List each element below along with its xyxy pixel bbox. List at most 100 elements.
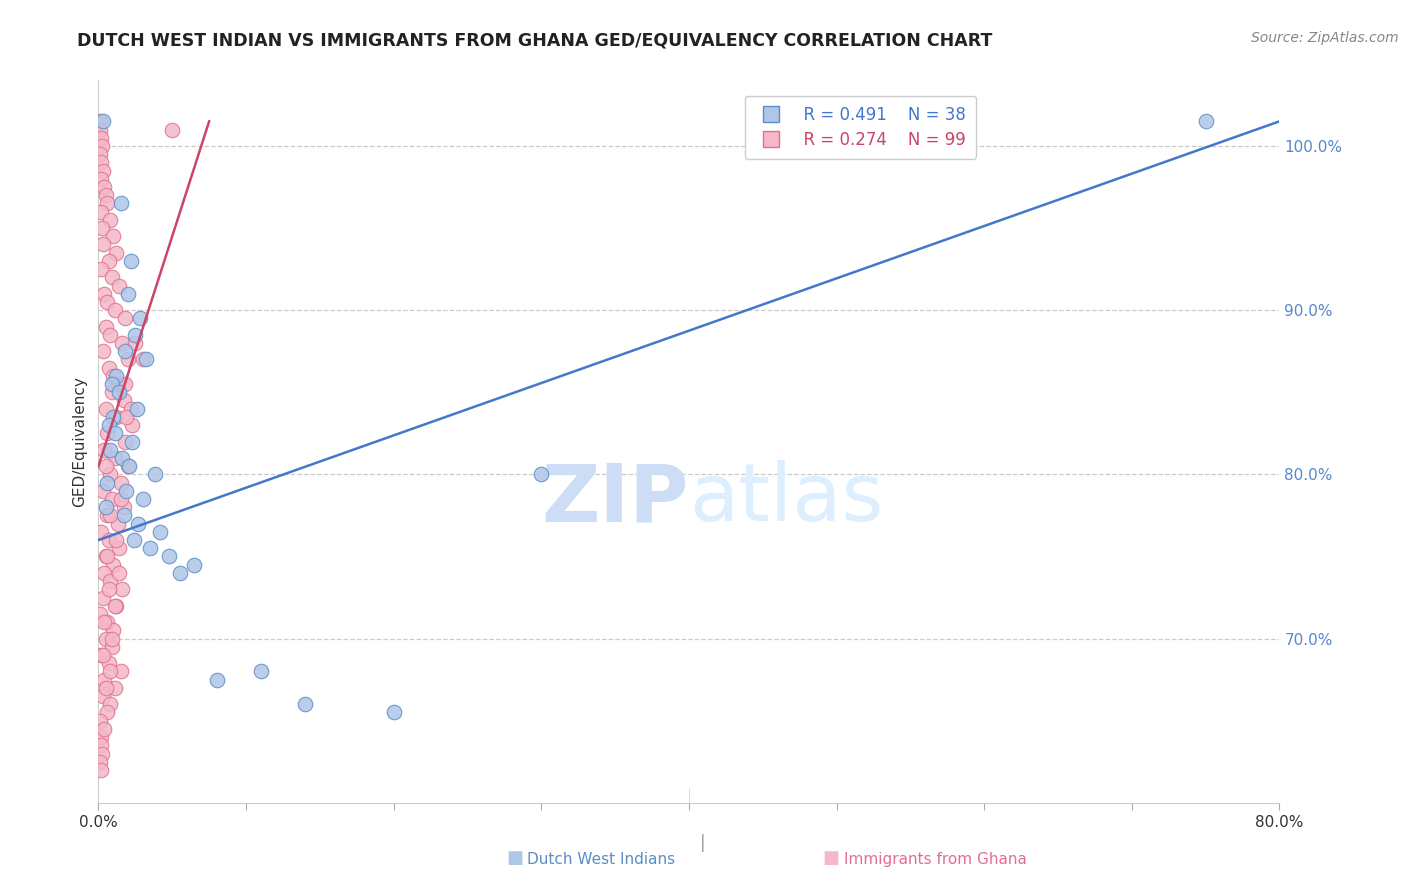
Point <box>108 385 131 400</box>
Point <box>98 467 121 482</box>
Point <box>94 549 117 564</box>
Point <box>96 196 118 211</box>
Point <box>124 336 146 351</box>
Point <box>100 377 122 392</box>
Point <box>112 508 135 523</box>
Point <box>97 533 120 547</box>
Point <box>294 698 316 712</box>
Point <box>104 450 127 465</box>
Point <box>97 254 120 268</box>
Point <box>94 632 117 646</box>
Point <box>103 409 125 424</box>
Text: DUTCH WEST INDIAN VS IMMIGRANTS FROM GHANA GED/EQUIVALENCY CORRELATION CHART: DUTCH WEST INDIAN VS IMMIGRANTS FROM GHA… <box>77 31 993 49</box>
Point <box>90 171 112 186</box>
Point <box>89 147 111 161</box>
Point <box>105 245 128 260</box>
Text: Immigrants from Ghana: Immigrants from Ghana <box>844 852 1026 867</box>
Point <box>530 467 553 482</box>
Point <box>90 730 112 744</box>
Point <box>169 566 191 580</box>
Point <box>94 401 117 416</box>
Point <box>112 393 135 408</box>
Point <box>105 599 128 613</box>
Text: Dutch West Indians: Dutch West Indians <box>527 852 675 867</box>
Point <box>94 319 117 334</box>
Text: ■: ■ <box>506 849 523 867</box>
Point <box>90 155 112 169</box>
Point <box>1195 114 1218 128</box>
Point <box>120 401 142 416</box>
Point <box>112 500 135 515</box>
Point <box>108 278 131 293</box>
Point <box>90 204 112 219</box>
Point <box>111 336 134 351</box>
Point <box>103 368 125 383</box>
Point <box>98 698 121 712</box>
Point <box>105 368 128 383</box>
Point <box>96 426 118 441</box>
Point <box>103 624 125 638</box>
Point <box>91 139 114 153</box>
Point <box>91 483 114 498</box>
Point <box>98 574 121 588</box>
Point <box>100 640 122 654</box>
Point <box>89 607 111 621</box>
Point <box>94 188 117 202</box>
Point <box>108 541 131 556</box>
Point <box>105 409 128 424</box>
Point <box>103 229 125 244</box>
Point <box>96 615 118 630</box>
Point <box>205 673 228 687</box>
Point <box>100 632 122 646</box>
Point <box>125 401 148 416</box>
Point <box>93 442 115 457</box>
Point <box>118 459 141 474</box>
Point <box>117 459 139 474</box>
Point <box>97 657 120 671</box>
Point <box>111 450 134 465</box>
Point <box>124 327 146 342</box>
Text: ■: ■ <box>823 849 839 867</box>
Point <box>108 566 131 580</box>
Point <box>149 524 172 539</box>
Point <box>115 409 138 424</box>
Point <box>162 122 183 136</box>
Text: |: | <box>700 834 706 852</box>
Point <box>91 747 114 761</box>
Point <box>110 491 132 506</box>
Point <box>135 352 157 367</box>
Point <box>107 516 129 531</box>
Point <box>90 739 112 753</box>
Point <box>132 491 155 506</box>
Point <box>96 475 118 490</box>
Text: ZIP: ZIP <box>541 460 689 539</box>
Point <box>96 549 118 564</box>
Point <box>104 681 127 695</box>
Point <box>110 475 132 490</box>
Text: atlas: atlas <box>689 460 883 539</box>
Point <box>94 500 117 515</box>
Point <box>96 295 118 310</box>
Point <box>89 114 111 128</box>
Point <box>139 541 162 556</box>
Point <box>114 434 136 449</box>
Point <box>104 599 127 613</box>
Text: Source: ZipAtlas.com: Source: ZipAtlas.com <box>1251 31 1399 45</box>
Point <box>91 344 114 359</box>
Point <box>120 254 142 268</box>
Point <box>93 673 115 687</box>
Point <box>89 714 111 728</box>
Point <box>96 508 118 523</box>
Point <box>100 491 122 506</box>
Point <box>183 558 205 572</box>
Point <box>117 286 139 301</box>
Point <box>91 114 114 128</box>
Point <box>91 689 114 703</box>
Point <box>110 665 132 679</box>
Y-axis label: GED/Equivalency: GED/Equivalency <box>72 376 87 507</box>
Point <box>93 615 115 630</box>
Point <box>121 434 143 449</box>
Point <box>93 180 115 194</box>
Point <box>111 582 134 597</box>
Point <box>132 352 155 367</box>
